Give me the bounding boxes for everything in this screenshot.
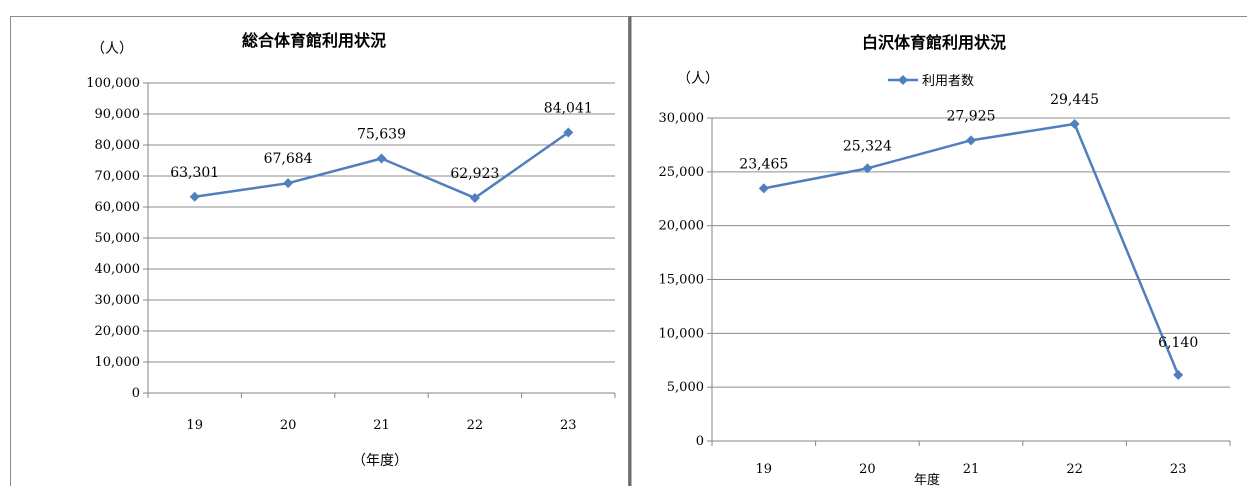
x-tick-label: 23 <box>560 418 577 433</box>
y-tick-label: 0 <box>132 386 140 401</box>
y-tick-label: 15,000 <box>659 273 705 288</box>
x-tick-label: 23 <box>1170 462 1187 477</box>
data-label: 23,465 <box>739 156 788 172</box>
chart2-plot: 0 5,000 10,000 15,000 20,000 25,000 30,000 19 20… <box>659 92 1231 477</box>
chart1-plot: 0 10,000 20,000 30,000 40,000 50,000 60,000 70,… <box>86 76 616 433</box>
y-tick-label: 60,000 <box>95 200 141 215</box>
x-tick-label: 22 <box>467 418 484 433</box>
y-tick-label: 10,000 <box>659 326 705 341</box>
chart2-y-unit-label: （人） <box>677 71 719 87</box>
y-tick-label: 25,000 <box>659 165 705 180</box>
chart2-x-axis-label: 年度 <box>914 472 940 486</box>
data-label: 63,301 <box>170 165 219 181</box>
x-tick-label: 21 <box>963 462 980 477</box>
y-tick-label: 5,000 <box>667 380 704 395</box>
x-tick-label: 21 <box>373 418 390 433</box>
series-line <box>763 122 1180 376</box>
data-point-marker <box>469 192 480 203</box>
data-label: 25,324 <box>843 138 892 154</box>
y-tick-label: 20,000 <box>659 219 705 234</box>
data-point-marker <box>862 163 873 174</box>
x-tick-label: 22 <box>1066 462 1083 477</box>
data-point-marker <box>376 153 387 164</box>
data-point-marker <box>563 127 574 138</box>
y-tick-label: 10,000 <box>95 355 141 370</box>
y-tick-label: 20,000 <box>95 324 141 339</box>
chart1-x-axis-label: （年度） <box>352 453 408 469</box>
data-label: 75,639 <box>357 127 406 143</box>
y-tick-label: 30,000 <box>95 293 141 308</box>
data-point-marker <box>966 135 976 146</box>
y-tick-label: 50,000 <box>95 231 141 246</box>
legend-series-name: 利用者数 <box>922 74 974 89</box>
data-point-marker <box>189 191 200 202</box>
data-label: 67,684 <box>264 151 313 167</box>
x-tick-label: 20 <box>859 462 876 477</box>
chart1-title: 総合体育館利用状況 <box>242 31 386 50</box>
y-tick-label: 80,000 <box>95 138 141 153</box>
data-point-marker <box>1069 118 1080 129</box>
data-label: 62,923 <box>450 166 499 182</box>
y-tick-label: 40,000 <box>95 262 141 277</box>
y-tick-label: 0 <box>696 434 704 449</box>
data-point-marker <box>758 183 769 194</box>
data-label: 27,925 <box>947 108 996 124</box>
y-tick-label: 70,000 <box>95 169 141 184</box>
chart2-legend: 利用者数 <box>888 74 974 89</box>
data-label: 29,445 <box>1050 92 1099 108</box>
y-tick-label: 100,000 <box>86 76 140 91</box>
data-label: 6,140 <box>1158 335 1198 351</box>
y-tick-label: 30,000 <box>659 111 705 126</box>
data-label: 84,041 <box>544 100 593 116</box>
x-tick-label: 20 <box>280 418 297 433</box>
y-tick-label: 90,000 <box>95 107 141 122</box>
data-point-marker <box>1173 369 1184 380</box>
legend-marker-diamond <box>898 75 908 85</box>
data-point-marker <box>283 178 294 189</box>
chart2-title: 白沢体育館利用状況 <box>862 33 1006 52</box>
x-tick-label: 19 <box>186 418 203 433</box>
x-tick-label: 19 <box>756 462 773 477</box>
chart1-y-unit-label: （人） <box>91 41 133 57</box>
